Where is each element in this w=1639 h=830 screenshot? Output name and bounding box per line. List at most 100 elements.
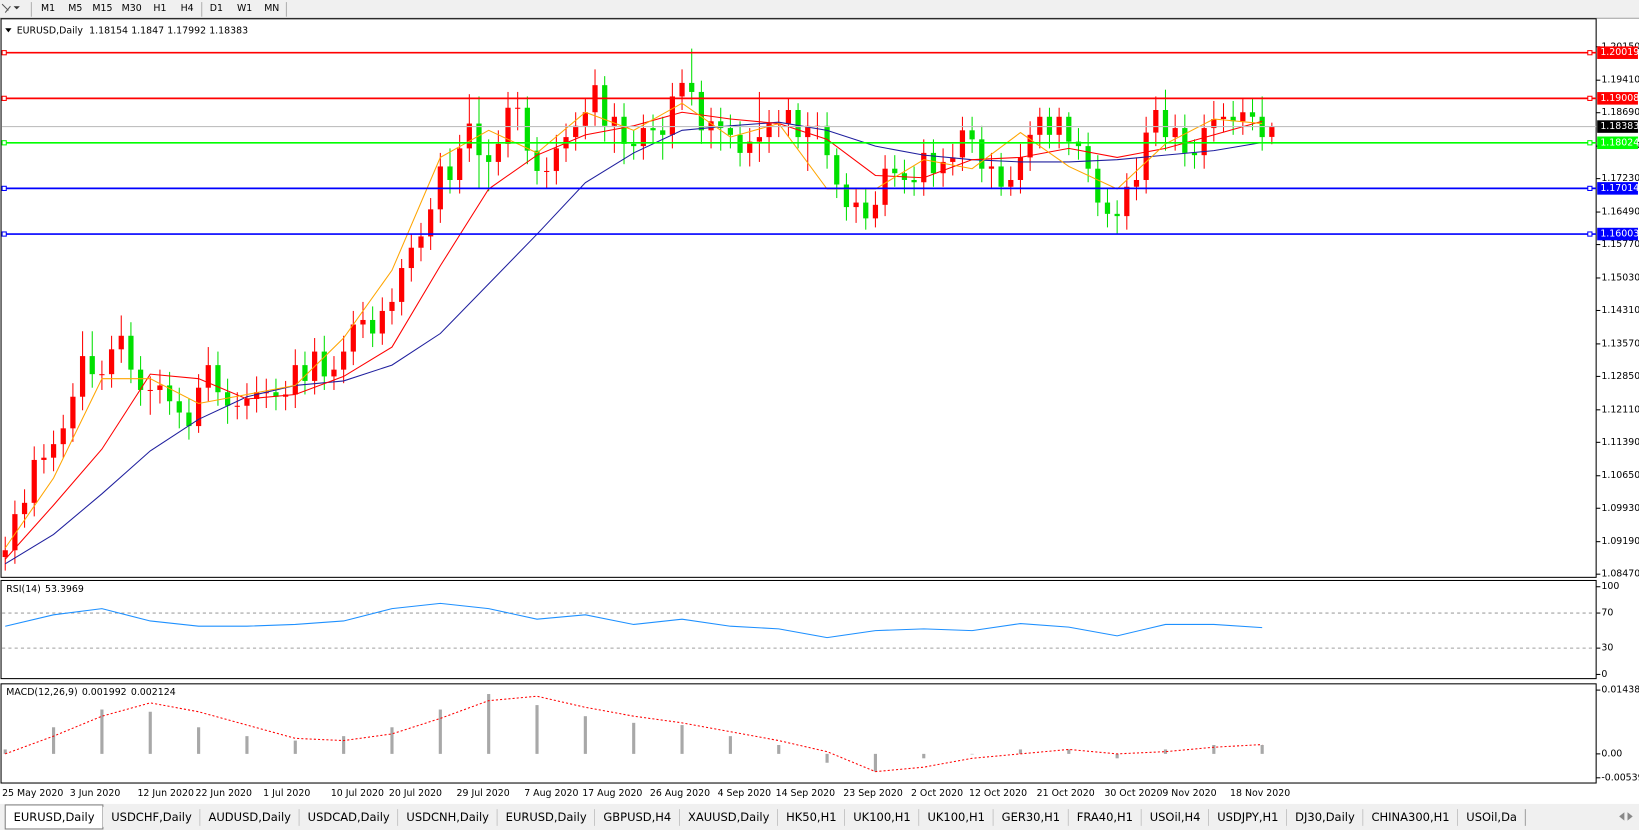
dropdown-icon[interactable] [13,6,20,10]
tab-label[interactable]: AUDUSD,Daily [209,810,292,824]
tab[interactable] [594,807,680,827]
tab[interactable] [993,807,1069,827]
y-tick-label: -0.005396 [1601,772,1639,783]
cursor-icon[interactable] [1,3,11,13]
tab[interactable] [1141,807,1209,827]
level-handle[interactable] [1587,231,1593,237]
x-tick-label: 2 Oct 2020 [911,788,963,799]
tab-scroll-left[interactable] [1619,812,1625,821]
timeframe-button[interactable]: M30 [122,3,142,14]
tab[interactable] [200,807,300,827]
collapse-icon[interactable] [5,28,12,33]
tab-label[interactable]: FRA40,H1 [1077,810,1133,824]
y-tick-label: 1.19410 [1601,75,1639,86]
timeframe-button[interactable]: M5 [68,3,82,14]
timeframe-button[interactable]: W1 [237,3,252,14]
tab-label[interactable]: UK100,H1 [853,810,910,824]
level-handle[interactable] [1587,50,1593,56]
tab[interactable] [1363,807,1458,827]
timeframe-button[interactable]: H4 [181,3,194,14]
macd-bar [873,753,877,772]
tab[interactable] [1208,807,1287,827]
timeframe-button[interactable]: H1 [153,3,166,14]
tab[interactable] [497,807,595,827]
tab-label[interactable]: XAUUSD,Daily [688,810,770,824]
level-handle[interactable] [1,140,7,146]
timeframe-button[interactable]: MN [264,3,279,14]
tab[interactable] [398,807,498,827]
candle-body [679,82,685,97]
timeframe-button[interactable]: M1 [41,3,55,14]
y-tick-label: 1.15770 [1601,239,1639,250]
tab[interactable] [4,804,104,830]
tab-label[interactable]: USDCNH,Daily [406,810,489,824]
candle-body [872,204,879,219]
tab-label[interactable]: USDCAD,Daily [308,810,390,824]
level-handle[interactable] [1,50,7,56]
candle-body [466,123,472,149]
tab-label[interactable]: UK100,H1 [927,810,984,824]
tab-label[interactable]: HK50,H1 [786,810,836,824]
tab[interactable] [1457,807,1526,827]
macd-bar [632,722,636,754]
timeframe-button[interactable]: D1 [210,3,223,14]
tab[interactable] [1068,807,1142,827]
tab-label[interactable]: USOil,Da [1466,810,1517,824]
macd-bar [970,753,974,755]
tab[interactable] [679,807,778,827]
candle-body [660,130,666,135]
macd-bar [1067,749,1071,754]
tab-label[interactable]: DJ30,Daily [1295,810,1355,824]
tab[interactable] [777,807,845,827]
candle-body [698,91,704,131]
tab-label[interactable]: GER30,H1 [1002,810,1060,824]
x-tick-label: 22 Jun 2020 [195,788,252,799]
tab-label[interactable]: USOil,H4 [1150,810,1201,824]
y-tick-label: 1.14310 [1601,305,1639,316]
level-handle[interactable] [1,95,7,101]
tab-label[interactable]: EURUSD,Daily [506,810,587,824]
candle-body [1037,116,1043,135]
macd-bar [148,711,152,754]
level-handle[interactable] [1,231,7,237]
x-tick-label: 20 Jul 2020 [389,788,442,799]
tab[interactable] [919,807,994,827]
candle-body [853,202,859,208]
candle-body [834,155,840,185]
macd-bar [728,736,732,754]
tab-label[interactable]: GBPUSD,H4 [603,810,671,824]
candle-body [137,369,144,390]
level-handle[interactable] [1587,185,1593,192]
candle-body [882,168,888,205]
tab[interactable] [1286,807,1364,827]
tab-label[interactable]: CHINA300,H1 [1372,810,1450,824]
tab[interactable] [299,807,399,827]
macd-bar [1018,749,1023,754]
candle-body [524,107,530,151]
tab-label[interactable]: USDJPY,H1 [1217,810,1278,824]
candle-body [118,335,124,350]
macd-value: 0.001992 [82,687,127,698]
candle-body [1046,116,1053,135]
level-handle[interactable] [1587,140,1593,146]
level-handle[interactable] [1,185,7,192]
candle-body [302,365,308,381]
candle-body [544,170,550,173]
candle-body [176,401,182,413]
timeframe-button[interactable]: M15 [92,3,112,14]
candle-body [785,110,792,124]
tab-label[interactable]: USDCHF,Daily [111,810,192,824]
tab[interactable] [102,807,201,827]
tab[interactable] [844,807,920,827]
y-tick-label: 1.09930 [1601,503,1639,514]
macd-bar [583,716,587,754]
x-tick-label: 12 Oct 2020 [969,788,1027,799]
level-label-box [1597,227,1638,241]
level-handle[interactable] [1587,95,1593,101]
tab-scroll-right[interactable] [1627,812,1633,821]
y-tick-label: 1.16490 [1601,207,1639,218]
tab-label[interactable]: EURUSD,Daily [14,810,95,824]
toolbar-bg [0,0,1639,19]
candle-body [756,137,763,142]
